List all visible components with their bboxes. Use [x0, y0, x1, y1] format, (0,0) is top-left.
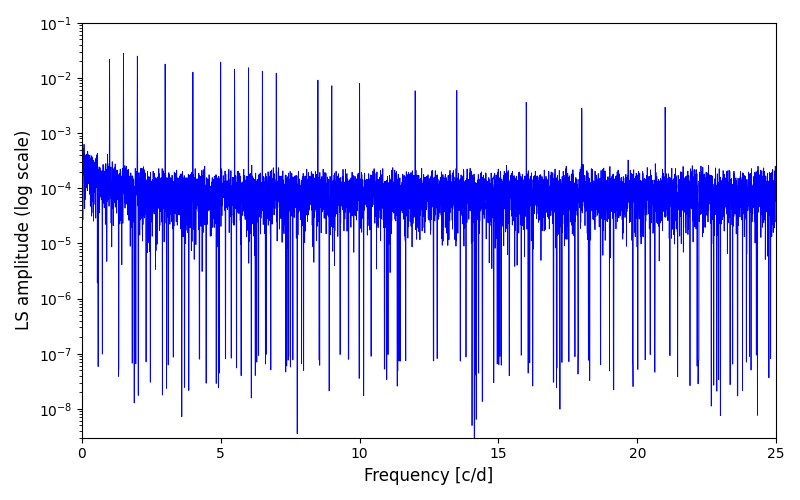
- X-axis label: Frequency [c/d]: Frequency [c/d]: [364, 467, 494, 485]
- Y-axis label: LS amplitude (log scale): LS amplitude (log scale): [15, 130, 33, 330]
